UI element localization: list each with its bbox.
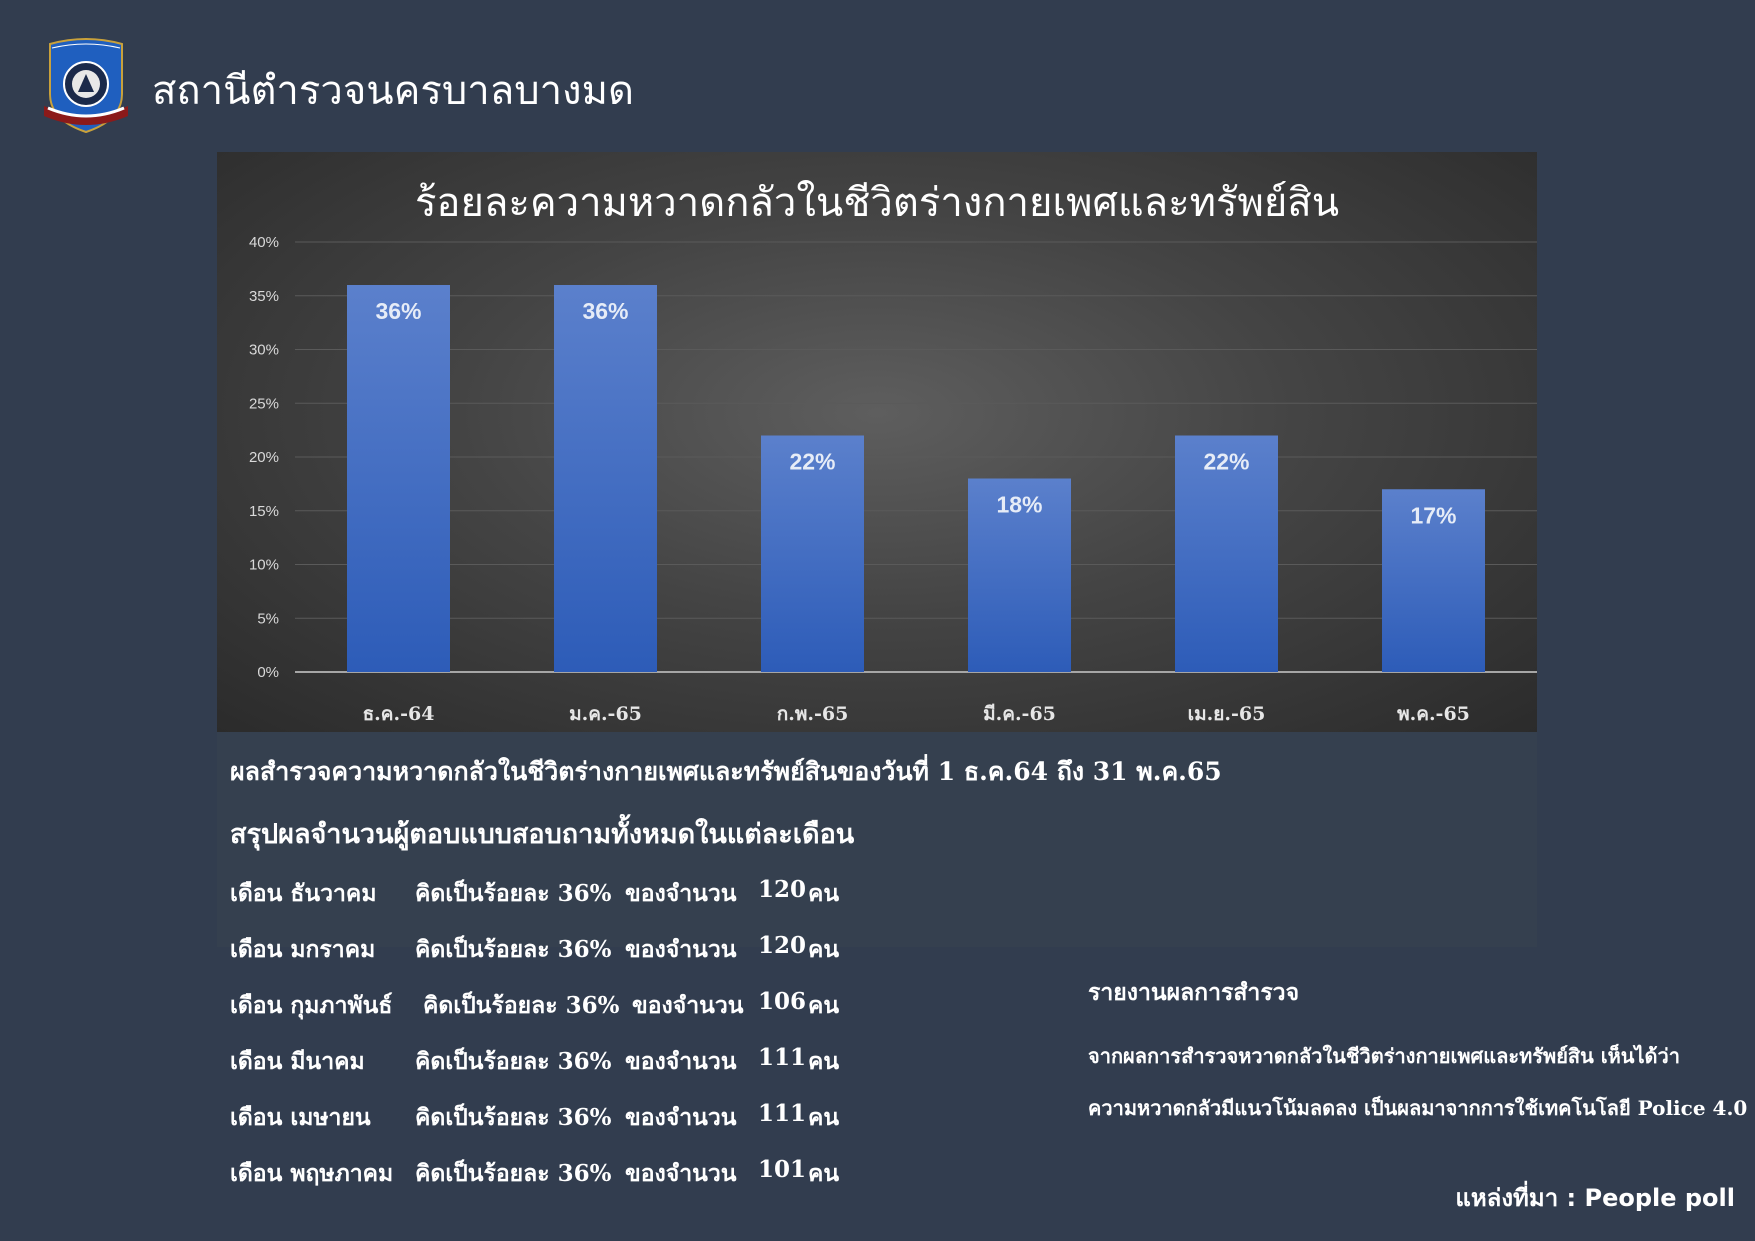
y-tick-label: 15% [249,503,279,520]
label-layer: 36% ธ.ค.-64 36% ม.ค.-65 22% ก.พ.-65 18% มี.ค.-6… [363,298,1470,725]
bar-value-label: 22% [1203,449,1249,475]
count-unit: คน [808,1104,840,1131]
report-line-1: จากผลการสำรวจหวาดกลัวในชีวิตร่างกายเพศแล… [1088,1044,1680,1068]
count-label: ของจำนวน [625,936,737,963]
bar-value-label: 18% [996,492,1042,518]
count-label: ของจำนวน [625,880,737,907]
count-label: ของจำนวน [625,1104,737,1131]
percent-text: คิดเป็นร้อยละ 36% [415,936,612,963]
count-unit: คน [808,936,840,963]
month-label: เดือน เมษายน [230,1104,371,1131]
bar-chart: ร้อยละความหวาดกลัวในชีวิตร่างกายเพศและทร… [249,179,1537,725]
response-count: 120 [758,876,807,903]
y-tick-label: 35% [249,288,279,305]
month-label: เดือน มกราคม [230,936,376,963]
x-tick-label: ธ.ค.-64 [363,703,435,725]
count-unit: คน [808,1160,840,1187]
station-name: สถานีตำรวจนครบาลบางมด [152,68,634,114]
count-label: ของจำนวน [625,1160,737,1187]
bar-4 [1175,435,1278,672]
x-tick-label: เม.ย.-65 [1188,703,1266,725]
bar-0 [347,285,450,672]
y-tick-label: 0% [257,664,279,681]
report-title: รายงานผลการสำรวจ [1088,979,1300,1006]
count-unit: คน [808,992,840,1019]
summary-subheading: สรุปผลจำนวนผู้ตอบแบบสอบถามทั้งหมดในแต่ละ… [230,819,855,850]
bar-value-label: 22% [789,449,835,475]
x-tick-label: ก.พ.-65 [777,703,849,725]
count-label: ของจำนวน [625,1048,737,1075]
percent-text: คิดเป็นร้อยละ 36% [415,1160,612,1187]
count-label: ของจำนวน [632,992,744,1019]
x-tick-label: มี.ค.-65 [983,703,1056,725]
response-count: 111 [758,1100,807,1127]
x-tick-label: พ.ค.-65 [1397,703,1470,725]
y-tick-label: 20% [249,449,279,466]
chart-area: ร้อยละความหวาดกลัวในชีวิตร่างกายเพศและทร… [217,152,1537,732]
grid-layer: 0% 5% 10% 15% 20% 25% 30% 35% 40% [249,234,1537,681]
bar-layer [347,285,1485,672]
month-label: เดือน กุมภาพันธ์ [230,992,393,1019]
percent-text: คิดเป็นร้อยละ 36% [415,1048,612,1075]
percent-text: คิดเป็นร้อยละ 36% [415,880,612,907]
report-line-2: ความหวาดกลัวมีแนวโน้มลดลง เป็นผลมาจากการ… [1088,1096,1748,1120]
bar-2 [761,435,864,672]
y-tick-label: 10% [249,557,279,574]
source-credit: แหล่งที่มา : People poll [1455,1184,1735,1212]
bar-5 [1382,489,1485,672]
chart-title: ร้อยละความหวาดกลัวในชีวิตร่างกายเพศและทร… [415,179,1339,226]
response-count: 111 [758,1044,807,1071]
month-label: เดือน ธันวาคม [230,880,377,907]
response-count: 120 [758,932,807,959]
x-tick-label: ม.ค.-65 [569,703,642,725]
month-label: เดือน พฤษภาคม [230,1160,394,1187]
y-tick-label: 30% [249,342,279,359]
response-count: 106 [758,988,807,1015]
y-tick-label: 40% [249,234,279,251]
response-count: 101 [758,1156,807,1183]
bar-value-label: 17% [1410,502,1456,528]
police-station-logo [44,38,128,134]
bar-value-label: 36% [582,298,628,324]
summary-panel [217,732,1537,947]
y-tick-label: 25% [249,395,279,412]
count-unit: คน [808,1048,840,1075]
percent-text: คิดเป็นร้อยละ 36% [415,1104,612,1131]
count-unit: คน [808,880,840,907]
bar-1 [554,285,657,672]
y-tick-label: 5% [257,610,279,627]
percent-text: คิดเป็นร้อยละ 36% [423,992,620,1019]
bar-value-label: 36% [375,298,421,324]
summary-heading: ผลสำรวจความหวาดกลัวในชีวิตร่างกายเพศและท… [230,757,1222,786]
month-label: เดือน มีนาคม [230,1048,365,1075]
bar-3 [968,478,1071,672]
